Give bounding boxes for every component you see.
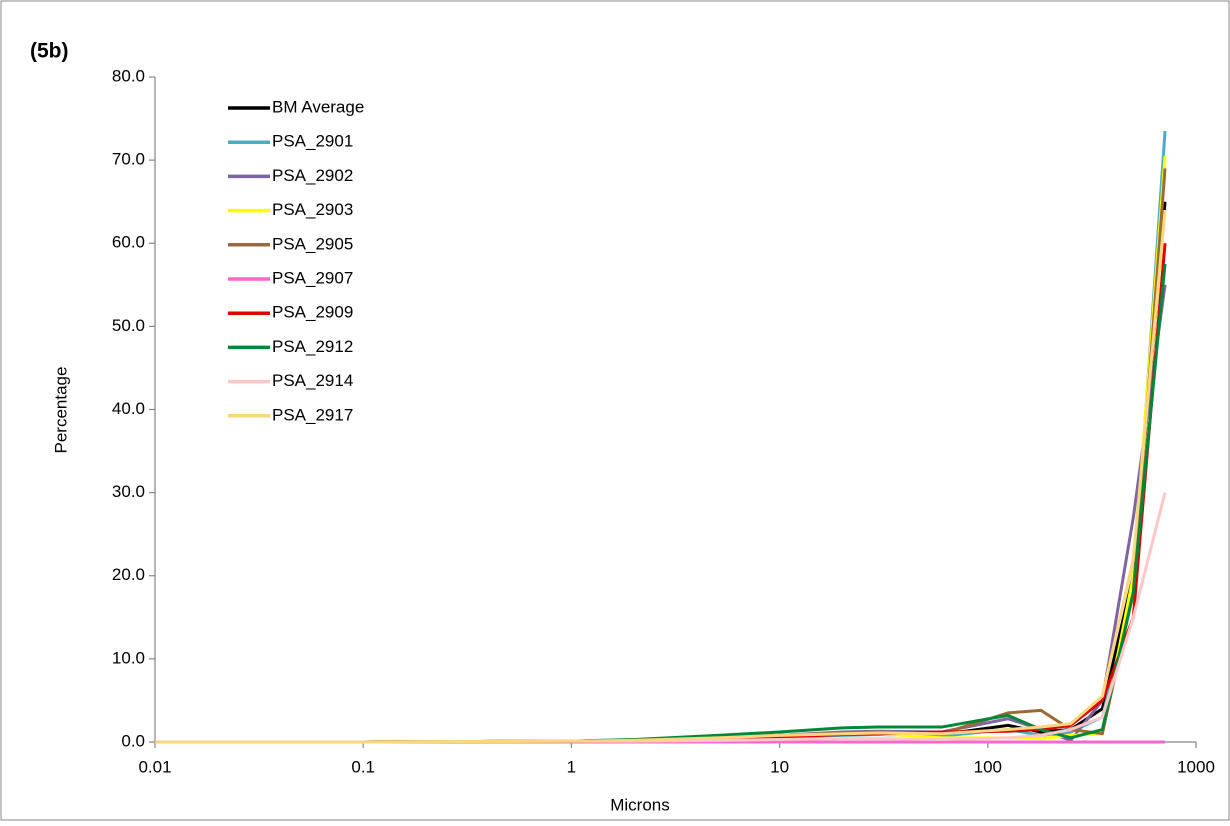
chart-title: (5b) <box>30 40 69 63</box>
series-line <box>155 209 1167 744</box>
legend-label: PSA_2901 <box>272 132 353 151</box>
x-tick-label: 1000 <box>1177 757 1215 776</box>
legend-label: PSA_2907 <box>272 268 353 287</box>
legend-label: PSA_2914 <box>272 371 353 390</box>
y-tick-label: 20.0 <box>112 565 145 584</box>
legend-label: PSA_2903 <box>272 200 353 219</box>
y-tick-label: 60.0 <box>112 233 145 252</box>
legend-label: PSA_2917 <box>272 405 353 424</box>
y-tick-label: 40.0 <box>112 399 145 418</box>
y-axis-label: Percentage <box>51 367 70 454</box>
y-tick-label: 30.0 <box>112 482 145 501</box>
x-tick-label: 0.1 <box>351 757 375 776</box>
legend-label: PSA_2909 <box>272 303 353 322</box>
x-tick-label: 0.01 <box>138 757 171 776</box>
x-tick-label: 10 <box>770 757 789 776</box>
x-axis-label: Microns <box>610 795 670 814</box>
x-tick-label: 1 <box>567 757 576 776</box>
legend-label: PSA_2905 <box>272 234 353 253</box>
y-tick-label: 80.0 <box>112 66 145 85</box>
y-tick-label: 0.0 <box>121 731 145 750</box>
legend-label: PSA_2912 <box>272 337 353 356</box>
y-tick-label: 50.0 <box>112 316 145 335</box>
legend-label: PSA_2902 <box>272 166 353 185</box>
legend-label: BM Average <box>272 97 364 116</box>
y-tick-label: 70.0 <box>112 150 145 169</box>
x-tick-label: 100 <box>974 757 1002 776</box>
y-tick-label: 10.0 <box>112 648 145 667</box>
